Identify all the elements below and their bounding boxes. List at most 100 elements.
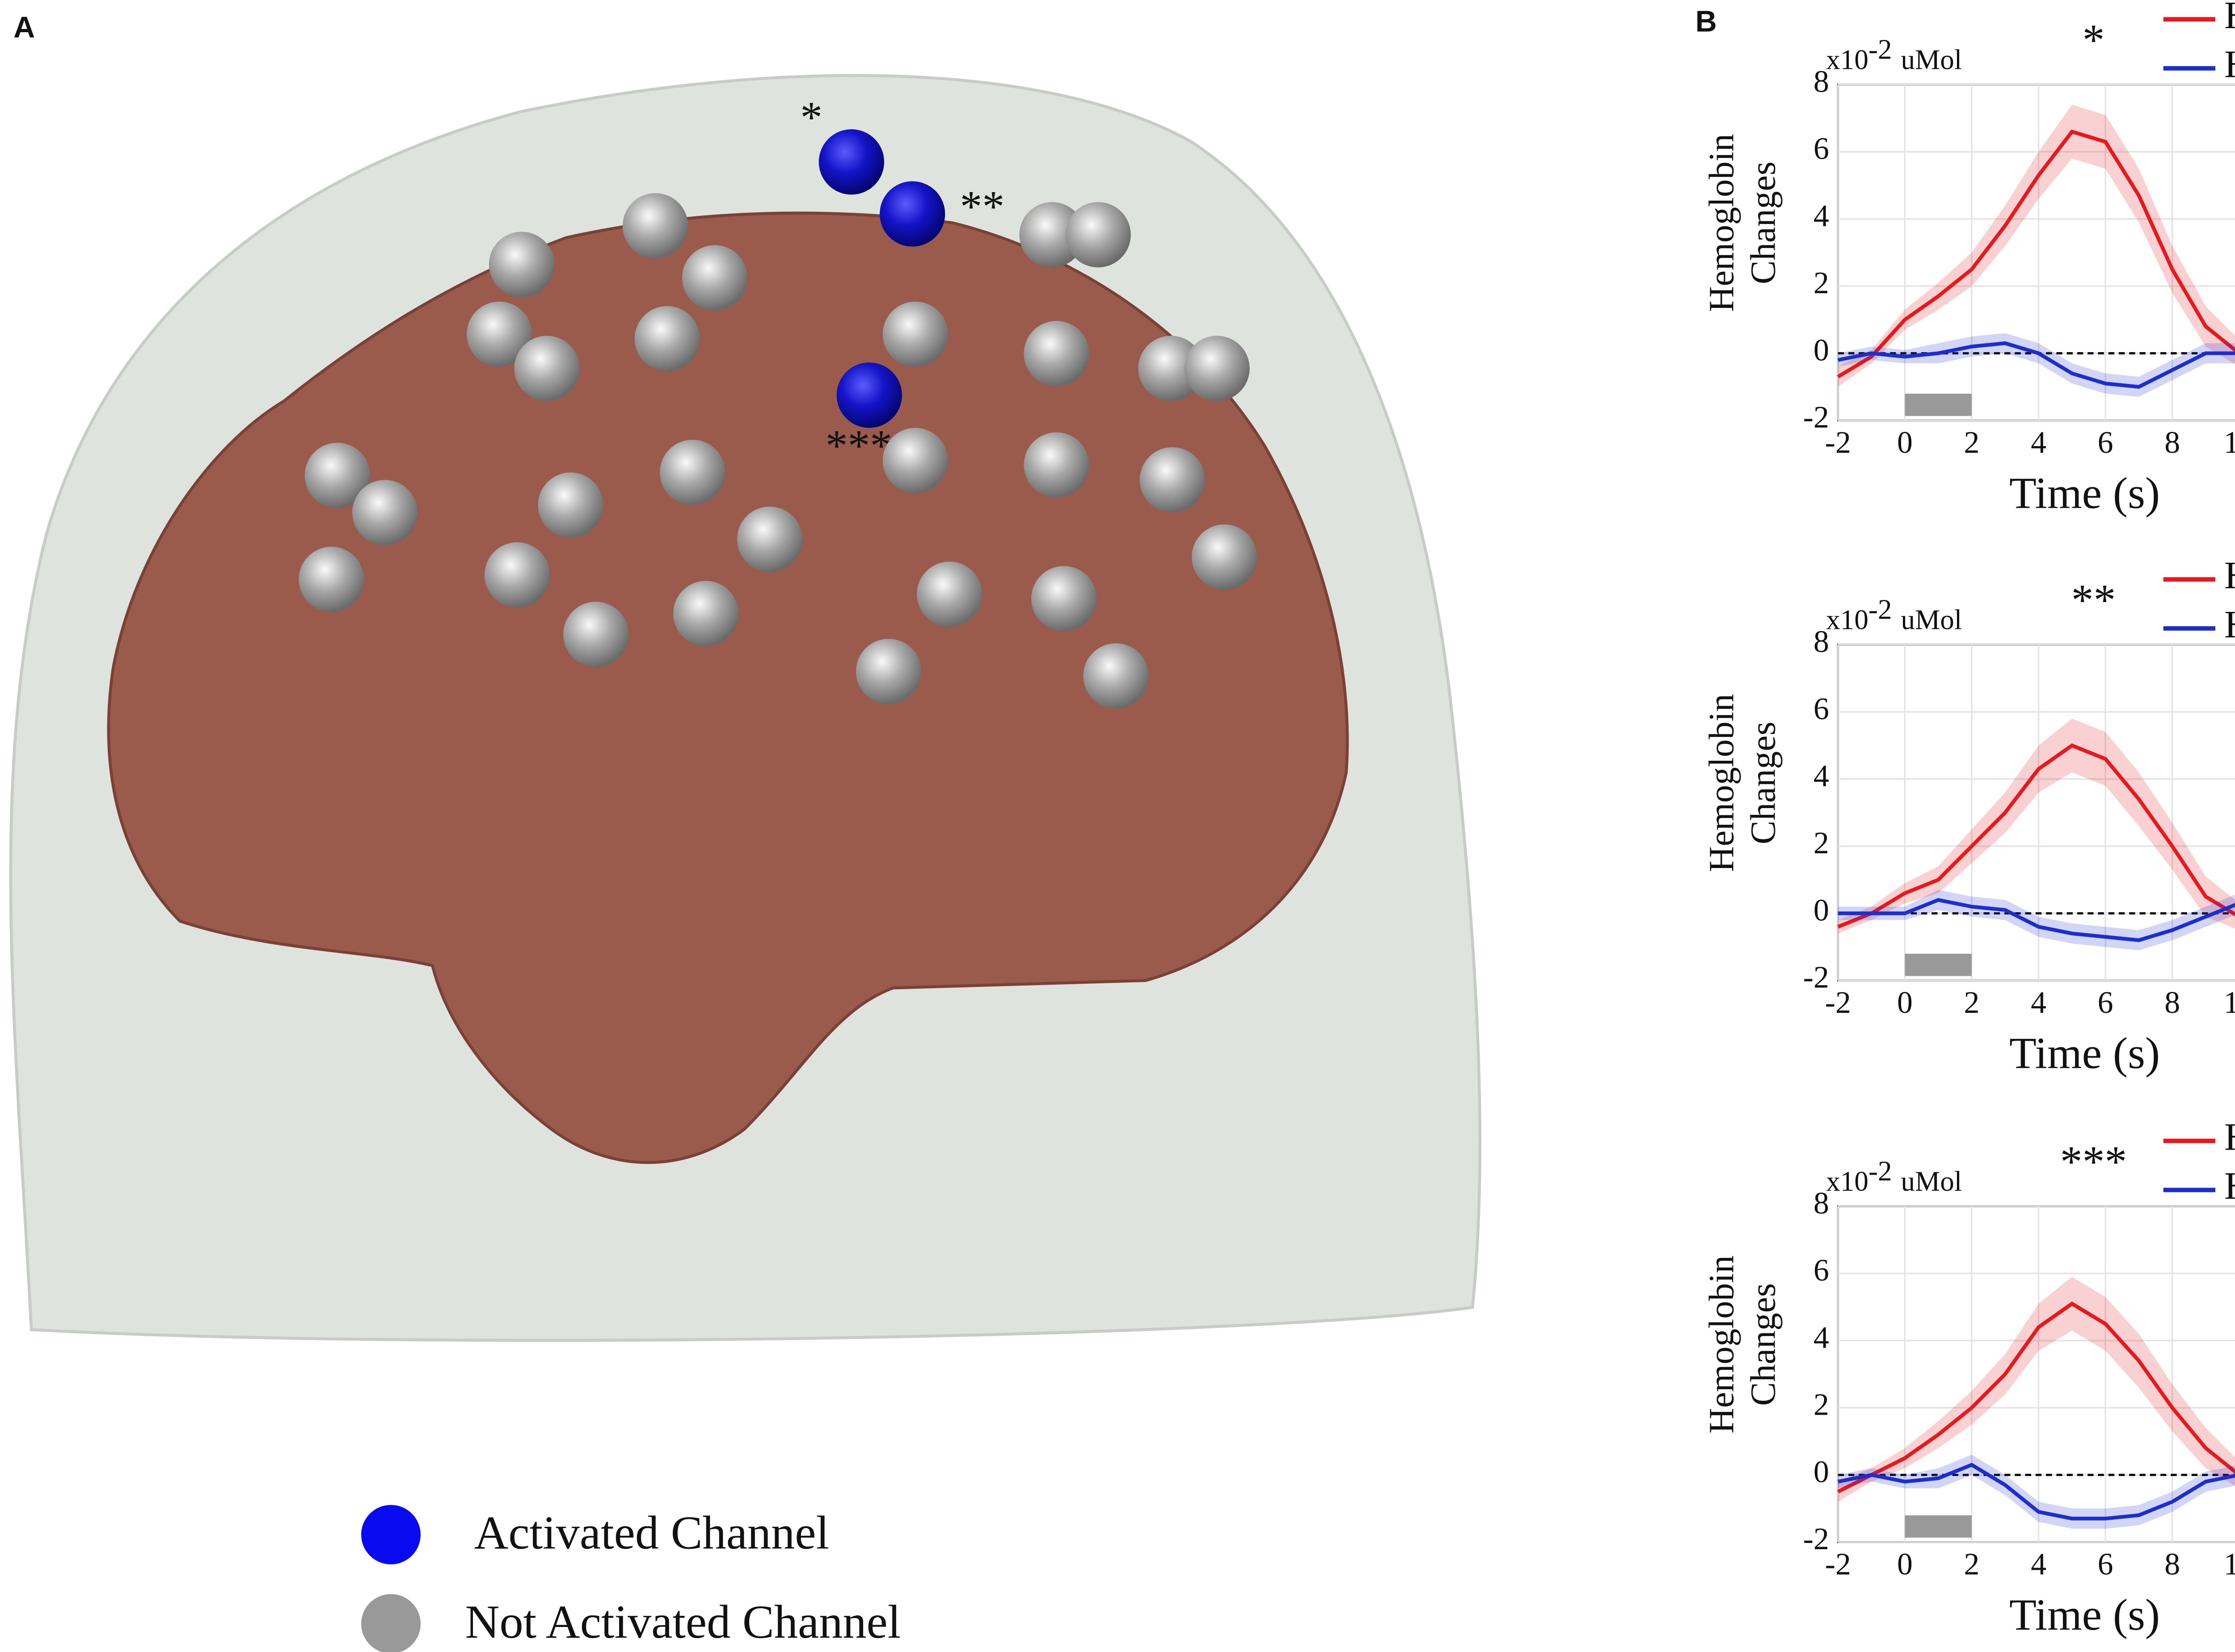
y-axis-label: Hemoglobin — [1702, 1256, 1742, 1434]
channel — [304, 442, 370, 508]
channel — [1192, 524, 1257, 590]
channel — [623, 193, 688, 259]
x-tick-label: 8 — [2164, 986, 2180, 1020]
unit-part: -2 — [1868, 594, 1892, 625]
channel — [673, 581, 739, 646]
y-tick-label: 4 — [1813, 1320, 1829, 1355]
line — [1837, 129, 2235, 379]
x-tick-label: 6 — [2098, 986, 2113, 1020]
x-tick-label: 8 — [2164, 426, 2180, 460]
panel-a: A * ** *** Activated Channel Not Activat… — [9, 11, 1482, 1652]
annotation: * — [800, 92, 822, 142]
y-tick-label: -2 — [1803, 961, 1829, 995]
y-axis-label: Changes — [1744, 1283, 1783, 1406]
channel — [882, 301, 948, 367]
channel — [489, 232, 555, 297]
legend-label: HbR — [2224, 603, 2235, 646]
x-tick-label: -2 — [1825, 986, 1851, 1020]
channel — [1024, 432, 1089, 498]
y-tick-label: 2 — [1813, 266, 1829, 300]
line — [1838, 341, 2235, 389]
unit-part: uMol — [1901, 1166, 1962, 1197]
y-axis-label: Changes — [1744, 721, 1783, 844]
legend-label: Activated Channel — [474, 1506, 829, 1559]
x-axis-label: Time (s) — [2009, 1590, 2160, 1639]
chart-title: ** — [2071, 575, 2116, 625]
x-tick-label: 8 — [2164, 1547, 2180, 1582]
channel — [1031, 566, 1097, 632]
panel-label: B — [1695, 5, 1717, 38]
chart-title: *** — [2060, 1137, 2127, 1186]
channel — [484, 542, 550, 608]
channel — [563, 602, 629, 667]
channel — [737, 506, 803, 572]
x-axis-label: Time (s) — [2009, 468, 2160, 518]
confidence-band — [1838, 1277, 2235, 1502]
y-axis-label: Changes — [1744, 161, 1783, 284]
legend-label: HbO — [2224, 554, 2235, 597]
y-tick-label: 4 — [1813, 759, 1829, 793]
activated-channel — [836, 362, 902, 428]
x-tick-label: 10 — [2223, 1547, 2235, 1582]
y-tick-label: 0 — [1813, 893, 1829, 927]
channel — [1083, 643, 1149, 709]
line — [1837, 743, 2235, 929]
unit-part: x10 — [1826, 1166, 1868, 1197]
unit-part: -2 — [1868, 34, 1892, 65]
unit-label: x10-2 uMol — [1826, 1155, 1962, 1197]
channel — [467, 301, 532, 367]
stimulus — [1905, 393, 1972, 416]
legend-label: Not Activated Channel — [465, 1596, 901, 1648]
y-tick-label: 6 — [1813, 1253, 1829, 1288]
channel — [1139, 447, 1205, 513]
activated-channel — [880, 181, 945, 247]
unit-label: x10-2 uMol — [1826, 34, 1962, 75]
unit-part: x10 — [1826, 44, 1868, 75]
y-tick-label: 8 — [1813, 64, 1829, 99]
stimulus — [1905, 953, 1972, 976]
y-tick-label: 0 — [1813, 333, 1829, 367]
x-tick-label: 6 — [2098, 1547, 2113, 1582]
x-tick-label: 0 — [1897, 1547, 1913, 1582]
x-axis-label: Time (s) — [2009, 1028, 2160, 1078]
line — [1838, 898, 2235, 942]
channel — [660, 439, 725, 506]
channel — [917, 561, 983, 627]
unit-part: uMol — [1901, 44, 1962, 75]
confidence-band — [1838, 105, 2235, 387]
x-tick-label: 6 — [2098, 426, 2113, 460]
legend-marker — [361, 1504, 421, 1564]
y-tick-label: 2 — [1813, 1388, 1829, 1422]
channel — [1019, 202, 1085, 268]
channel — [882, 428, 948, 493]
y-tick-label: 2 — [1813, 826, 1829, 860]
channel — [352, 480, 418, 545]
channel — [1024, 320, 1089, 387]
channel — [514, 336, 580, 401]
channel — [856, 639, 922, 704]
chart-title: * — [2083, 15, 2105, 65]
channel — [299, 547, 364, 612]
legend-label: HbO — [2224, 0, 2235, 37]
x-tick-label: 4 — [2031, 986, 2046, 1020]
y-tick-label: 8 — [1813, 1186, 1829, 1221]
x-tick-label: -2 — [1825, 1547, 1851, 1582]
channel — [682, 245, 748, 311]
activated-channel — [818, 129, 884, 195]
confidence-band — [1838, 333, 2235, 397]
channel — [1138, 336, 1204, 401]
x-tick-label: 10 — [2223, 986, 2235, 1020]
y-tick-label: 6 — [1813, 692, 1829, 726]
panel-label: A — [13, 11, 35, 44]
y-tick-label: 4 — [1813, 199, 1829, 233]
x-tick-label: 2 — [1964, 426, 1980, 460]
y-axis-label: Hemoglobin — [1702, 134, 1742, 312]
stimulus — [1905, 1515, 1972, 1538]
annotation: ** — [960, 181, 1005, 231]
unit-part: uMol — [1901, 604, 1962, 635]
y-tick-label: -2 — [1803, 1522, 1829, 1556]
x-tick-label: 2 — [1964, 1547, 1980, 1582]
unit-part: x10 — [1826, 604, 1868, 635]
legend-marker — [361, 1594, 421, 1652]
